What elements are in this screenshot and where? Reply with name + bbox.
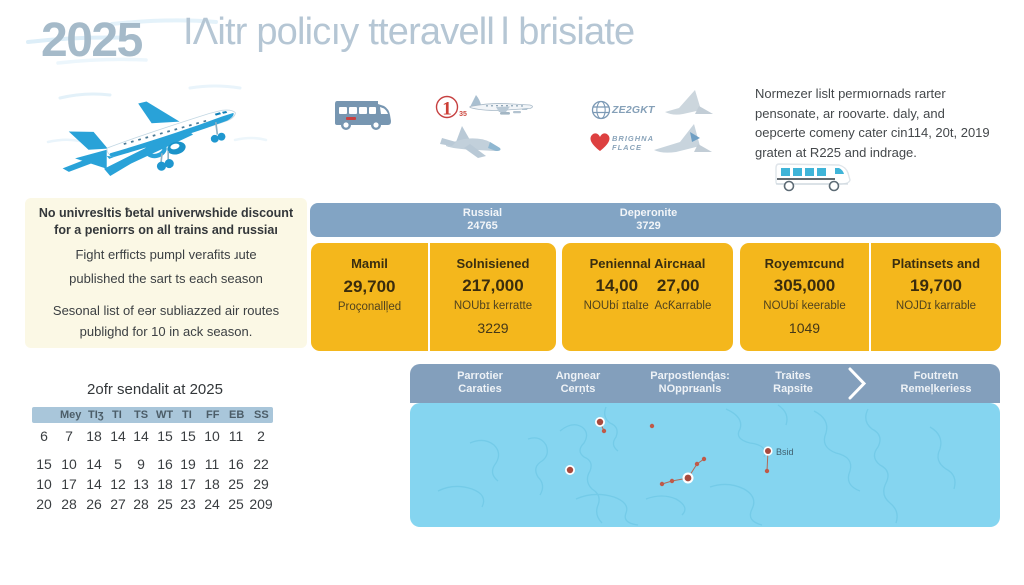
svg-text:1: 1 — [442, 99, 452, 120]
svg-text:35: 35 — [459, 111, 467, 118]
svg-text:Bѕid: Bѕid — [776, 447, 794, 457]
